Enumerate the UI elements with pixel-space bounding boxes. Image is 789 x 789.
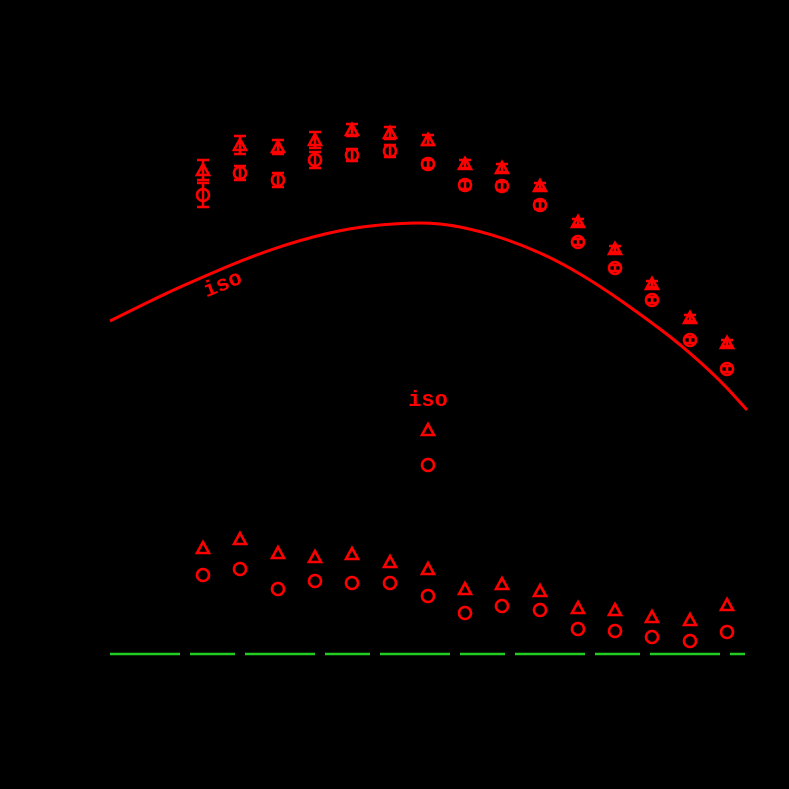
triangle-marker — [381, 553, 399, 569]
series-circle — [195, 143, 735, 377]
triangle-marker — [269, 138, 287, 154]
circle-marker — [232, 165, 248, 181]
triangle-marker — [606, 240, 624, 256]
series-triangle — [194, 530, 736, 627]
triangle-marker — [343, 545, 361, 561]
circle-marker — [382, 143, 398, 159]
circle-marker — [420, 588, 436, 604]
triangle-marker — [231, 530, 249, 546]
curve-label: iso — [200, 266, 246, 304]
circle-marker — [232, 561, 248, 577]
triangle-marker — [306, 548, 324, 564]
triangle-marker — [531, 582, 549, 598]
triangle-marker — [718, 596, 736, 612]
circle-marker — [195, 567, 211, 583]
circle-marker — [344, 147, 360, 163]
lower-panel — [110, 421, 745, 656]
triangle-marker — [419, 421, 437, 437]
circle-marker — [682, 633, 698, 649]
circle-marker — [682, 332, 698, 348]
triangle-marker — [569, 599, 587, 615]
triangle-marker — [419, 560, 437, 576]
triangle-marker — [194, 539, 212, 555]
triangle-marker — [306, 131, 324, 147]
triangle-marker — [606, 601, 624, 617]
iso-curve — [109, 221, 749, 412]
circle-marker — [420, 457, 436, 473]
series-triangle — [194, 121, 736, 350]
triangle-marker — [531, 177, 549, 193]
circle-marker — [644, 629, 660, 645]
series-circle — [195, 561, 735, 649]
circle-marker — [494, 598, 510, 614]
triangle-marker — [643, 275, 661, 291]
circle-marker — [607, 623, 623, 639]
triangle-marker — [381, 124, 399, 140]
triangle-marker — [456, 155, 474, 171]
circle-marker — [195, 187, 211, 203]
triangle-marker — [681, 611, 699, 627]
triangle-marker — [456, 580, 474, 596]
circle-marker — [532, 197, 548, 213]
circle-marker — [644, 292, 660, 308]
error-bar — [609, 263, 621, 273]
error-bar — [646, 295, 658, 305]
circle-marker — [719, 624, 735, 640]
circle-marker — [307, 573, 323, 589]
circle-marker — [607, 260, 623, 276]
circle-marker — [532, 602, 548, 618]
error-bar — [197, 181, 209, 209]
circle-marker — [270, 172, 286, 188]
upper-panel — [109, 121, 749, 412]
triangle-marker — [343, 121, 361, 137]
error-bar — [572, 237, 584, 247]
circle-marker — [719, 361, 735, 377]
circle-marker — [494, 178, 510, 194]
circle-marker — [457, 177, 473, 193]
triangle-marker — [569, 213, 587, 229]
triangle-marker — [269, 544, 287, 560]
error-bar — [684, 335, 696, 345]
circle-marker — [270, 581, 286, 597]
circle-marker — [420, 156, 436, 172]
triangle-marker — [419, 131, 437, 147]
circle-marker — [307, 152, 323, 168]
circle-marker — [382, 575, 398, 591]
triangle-marker — [493, 159, 511, 175]
circle-marker — [344, 575, 360, 591]
triangle-marker — [194, 161, 212, 177]
error-bar — [721, 364, 733, 374]
circle-marker — [570, 234, 586, 250]
triangle-marker — [231, 136, 249, 152]
circle-marker — [457, 605, 473, 621]
legend — [419, 421, 437, 473]
triangle-marker — [493, 575, 511, 591]
triangle-marker — [681, 309, 699, 325]
legend-title: iso — [408, 388, 448, 413]
triangle-marker — [718, 334, 736, 350]
circle-marker — [570, 621, 586, 637]
triangle-marker — [643, 608, 661, 624]
